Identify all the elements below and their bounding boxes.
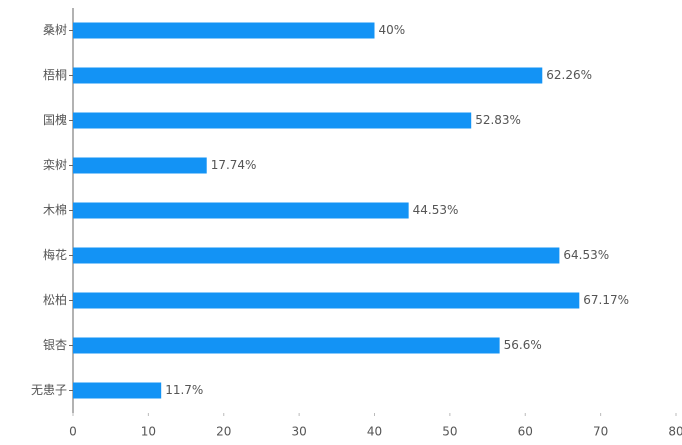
x-tick-label: 30 <box>291 425 306 439</box>
y-tick-label: 银杏 <box>43 338 67 352</box>
value-label: 56.6% <box>504 338 542 352</box>
value-label: 67.17% <box>583 293 629 307</box>
bar <box>73 382 162 399</box>
value-label: 40% <box>379 23 406 37</box>
bar <box>73 157 207 174</box>
x-tick-label: 0 <box>69 425 77 439</box>
bar <box>73 22 375 39</box>
value-label: 52.83% <box>475 113 521 127</box>
x-tick-label: 80 <box>668 425 682 439</box>
value-label: 64.53% <box>563 248 609 262</box>
x-tick-label: 10 <box>141 425 156 439</box>
y-tick-label: 桑树 <box>43 22 67 37</box>
value-label: 11.7% <box>165 383 203 397</box>
y-tick-label: 梧桐 <box>43 67 67 82</box>
y-tick-label: 国槐 <box>43 112 67 127</box>
value-label: 44.53% <box>413 203 459 217</box>
bar <box>73 112 472 129</box>
bar <box>73 202 409 219</box>
x-tick-label: 60 <box>518 425 533 439</box>
y-tick-label: 栾树 <box>43 157 67 172</box>
x-tick-label: 70 <box>593 425 608 439</box>
y-tick-label: 无患子 <box>31 383 67 397</box>
bar <box>73 337 500 354</box>
bar <box>73 247 560 264</box>
value-label: 17.74% <box>211 158 257 172</box>
bar <box>73 292 580 309</box>
y-tick-label: 松柏 <box>43 292 67 307</box>
x-tick-label: 50 <box>442 425 457 439</box>
y-tick-label: 木棉 <box>43 203 67 217</box>
x-tick-label: 40 <box>367 425 382 439</box>
x-tick-label: 20 <box>216 425 231 439</box>
y-tick-label: 梅花 <box>43 247 67 262</box>
value-label: 62.26% <box>546 68 592 82</box>
bar <box>73 67 543 84</box>
